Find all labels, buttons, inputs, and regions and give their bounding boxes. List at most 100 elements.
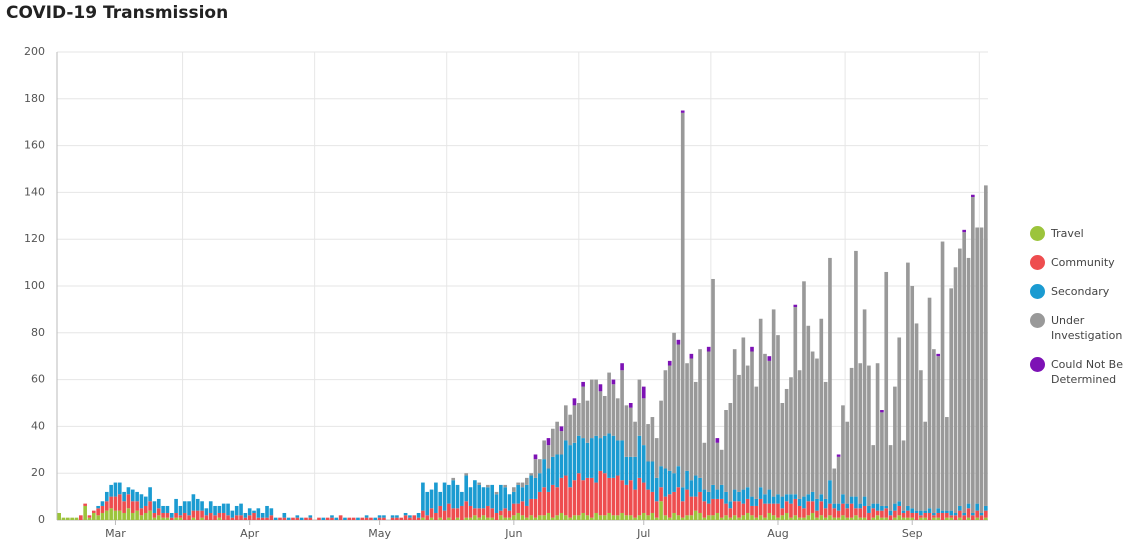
bar-segment <box>390 517 395 520</box>
bar-segment <box>685 363 689 471</box>
bar-segment <box>936 353 941 357</box>
bar-segment <box>750 496 754 506</box>
bar-segment <box>481 487 486 509</box>
bar-segment <box>572 442 577 481</box>
bar-segment <box>914 512 919 520</box>
bar-segment <box>936 508 941 513</box>
bar-segment <box>841 503 845 516</box>
bar-segment <box>486 484 490 488</box>
bar-segment <box>641 482 646 513</box>
bar-segment <box>139 508 144 516</box>
bar-segment <box>213 515 217 520</box>
bar-segment <box>832 508 837 518</box>
bar-segment <box>468 487 473 506</box>
bar-segment <box>875 503 880 511</box>
bar-segment <box>334 517 339 520</box>
bar-segment <box>698 477 702 492</box>
bar-segment <box>823 517 828 520</box>
bar-segment <box>745 487 750 499</box>
bar-segment <box>499 484 503 511</box>
bar-segment <box>797 505 802 518</box>
bar-segment <box>269 515 274 520</box>
legend: Travel Community Secondary Under Investigat… <box>1030 226 1140 401</box>
bar-segment <box>984 185 988 506</box>
bar-segment <box>520 515 525 520</box>
bar-segment <box>243 517 248 520</box>
bar-segment <box>529 475 533 499</box>
bar-segment <box>529 515 533 520</box>
bar-segment <box>533 459 538 478</box>
bar-segment <box>486 487 490 506</box>
bar-segment <box>750 351 754 497</box>
bar-segment <box>932 349 936 513</box>
bar-segment <box>663 468 668 497</box>
bar-segment <box>641 386 646 399</box>
bar-segment <box>473 480 477 509</box>
bar-segment <box>174 517 178 520</box>
bar-segment <box>940 510 945 513</box>
bar-segment <box>906 505 910 511</box>
bar-segment <box>780 403 785 497</box>
bar-segment <box>741 337 746 490</box>
bar-segment <box>706 503 711 516</box>
bar-segment <box>503 487 507 509</box>
bar-segment <box>217 505 222 513</box>
bar-segment <box>698 349 702 478</box>
bar-segment <box>178 517 183 520</box>
bar-segment <box>888 515 893 520</box>
bar-segment <box>624 515 629 520</box>
bar-segment <box>966 517 971 520</box>
bar-segment <box>100 501 105 506</box>
bar-segment <box>559 426 564 432</box>
bar-segment <box>758 487 763 499</box>
bar-segment <box>308 517 313 520</box>
bar-segment <box>282 512 287 518</box>
bar-segment <box>650 491 655 513</box>
bar-segment <box>819 494 824 502</box>
bar-segment <box>581 480 585 513</box>
bar-segment <box>351 517 356 520</box>
bar-segment <box>654 517 659 520</box>
bar-segment <box>910 286 915 509</box>
bar-segment <box>83 505 87 520</box>
bar-segment <box>195 498 200 511</box>
bar-segment <box>615 398 620 441</box>
bar-segment <box>152 501 157 513</box>
bar-segment <box>546 438 551 446</box>
bar-segment <box>421 517 425 520</box>
bar-segment <box>200 510 204 518</box>
bar-segment <box>871 517 876 520</box>
bar-segment <box>897 515 902 520</box>
bar-segment <box>871 503 876 509</box>
bar-segment <box>724 515 728 520</box>
bar-segment <box>637 515 642 520</box>
bar-segment <box>230 510 235 518</box>
legend-label: Could Not Be Determined <box>1051 358 1123 386</box>
bar-segment <box>542 487 546 516</box>
bar-segment <box>932 515 936 518</box>
bar-segment <box>884 517 889 520</box>
bar-segment <box>538 515 542 520</box>
bar-segment <box>165 505 170 513</box>
bar-segment <box>191 510 196 518</box>
bar-segment <box>585 515 590 520</box>
bar-segment <box>516 484 520 504</box>
bar-segment <box>667 517 672 520</box>
y-tick-label: 120 <box>24 232 45 245</box>
bar-segment <box>689 480 694 497</box>
bar-segment <box>715 438 720 443</box>
bar-segment <box>256 517 261 520</box>
bar-segment <box>169 517 174 520</box>
bar-segment <box>862 309 867 497</box>
bar-segment <box>780 496 785 509</box>
bar-segment <box>945 517 949 520</box>
bar-segment <box>888 510 893 516</box>
bar-segment <box>66 517 70 520</box>
bar-segment <box>763 494 767 504</box>
bar-segment <box>767 489 772 504</box>
bar-segment <box>611 379 616 385</box>
bar-segment <box>447 484 451 504</box>
bar-segment <box>572 405 577 443</box>
bar-segment <box>858 503 863 509</box>
bar-segment <box>594 512 598 520</box>
